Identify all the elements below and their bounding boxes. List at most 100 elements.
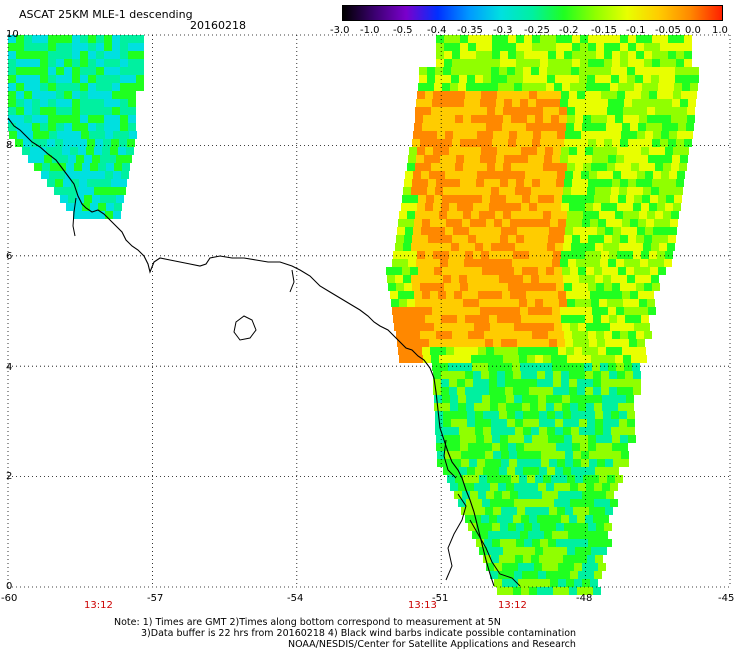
heatmap-cell (416, 99, 424, 107)
heatmap-cell (469, 131, 477, 139)
heatmap-cell (579, 67, 587, 75)
heatmap-cell (546, 395, 554, 403)
heatmap-cell (128, 59, 136, 67)
heatmap-cell (619, 243, 627, 251)
heatmap-cell (89, 171, 97, 179)
heatmap-cell (412, 331, 420, 339)
heatmap-cell (48, 91, 56, 99)
heatmap-cell (428, 235, 436, 243)
heatmap-cell (47, 139, 55, 147)
heatmap-cell (32, 75, 40, 83)
heatmap-cell (68, 195, 76, 203)
heatmap-cell (436, 51, 444, 59)
heatmap-cell (510, 291, 518, 299)
heatmap-cell (633, 371, 641, 379)
heatmap-cell (40, 123, 48, 131)
heatmap-cell (556, 179, 564, 187)
heatmap-cell (527, 107, 535, 115)
heatmap-cell (478, 219, 486, 227)
heatmap-cell (508, 283, 516, 291)
heatmap-cell (607, 475, 615, 483)
heatmap-cell (519, 107, 527, 115)
heatmap-cell (541, 227, 549, 235)
heatmap-cell (522, 395, 530, 403)
heatmap-cell (113, 131, 121, 139)
heatmap-cell (95, 139, 103, 147)
heatmap-cell (455, 355, 463, 363)
heatmap-cell (554, 267, 562, 275)
heatmap-cell (524, 539, 532, 547)
heatmap-cell (454, 219, 462, 227)
heatmap-cell (533, 451, 541, 459)
heatmap-cell (104, 35, 112, 43)
heatmap-cell (412, 235, 420, 243)
heatmap-cell (512, 363, 520, 371)
heatmap-cell (576, 259, 584, 267)
heatmap-cell (499, 419, 507, 427)
heatmap-cell (589, 339, 597, 347)
heatmap-cell (414, 123, 422, 131)
heatmap-cell (96, 99, 104, 107)
heatmap-cell (25, 131, 33, 139)
heatmap-cell (649, 251, 657, 259)
heatmap-cell (518, 491, 526, 499)
heatmap-cell (116, 155, 124, 163)
heatmap-cell (598, 123, 606, 131)
heatmap-cell (532, 51, 540, 59)
heatmap-cell (468, 283, 476, 291)
heatmap-cell (477, 507, 485, 515)
heatmap-cell (653, 227, 661, 235)
heatmap-cell (494, 291, 502, 299)
heatmap-cell (665, 147, 673, 155)
heatmap-cell (547, 427, 555, 435)
heatmap-cell (497, 147, 505, 155)
heatmap-cell (638, 123, 646, 131)
heatmap-cell (528, 155, 536, 163)
heatmap-cell (635, 75, 643, 83)
heatmap-cell (505, 203, 513, 211)
heatmap-cell (565, 459, 573, 467)
heatmap-cell (80, 123, 88, 131)
heatmap-cell (460, 59, 468, 67)
heatmap-cell (57, 131, 65, 139)
heatmap-cell (689, 91, 697, 99)
heatmap-cell (565, 451, 573, 459)
heatmap-cell (436, 283, 444, 291)
heatmap-cell (515, 427, 523, 435)
heatmap-cell (562, 499, 570, 507)
heatmap-cell (436, 43, 444, 51)
heatmap-cell (453, 339, 461, 347)
heatmap-cell (68, 155, 76, 163)
heatmap-cell (39, 139, 47, 147)
heatmap-cell (483, 187, 491, 195)
heatmap-cell (520, 307, 528, 315)
heatmap-cell (472, 531, 480, 539)
heatmap-cell (516, 139, 524, 147)
heatmap-cell (400, 307, 408, 315)
heatmap-cell (126, 147, 134, 155)
heatmap-cell (614, 219, 622, 227)
heatmap-cell (493, 459, 501, 467)
heatmap-cell (454, 491, 462, 499)
heatmap-cell (456, 307, 464, 315)
heatmap-cell (64, 91, 72, 99)
heatmap-cell (505, 147, 513, 155)
heatmap-cell (587, 67, 595, 75)
heatmap-cell (559, 115, 567, 123)
heatmap-cell (580, 283, 588, 291)
heatmap-cell (531, 67, 539, 75)
heatmap-cell (519, 115, 527, 123)
heatmap-cell (475, 275, 483, 283)
heatmap-cell (615, 299, 623, 307)
heatmap-cell (679, 163, 687, 171)
heatmap-cell (519, 299, 527, 307)
heatmap-cell (496, 531, 504, 539)
heatmap-cell (616, 307, 624, 315)
heatmap-cell (549, 459, 557, 467)
heatmap-cell (575, 355, 583, 363)
heatmap-cell (476, 331, 484, 339)
heatmap-cell (468, 235, 476, 243)
heatmap-cell (481, 371, 489, 379)
heatmap-cell (588, 283, 596, 291)
heatmap-cell (454, 291, 462, 299)
